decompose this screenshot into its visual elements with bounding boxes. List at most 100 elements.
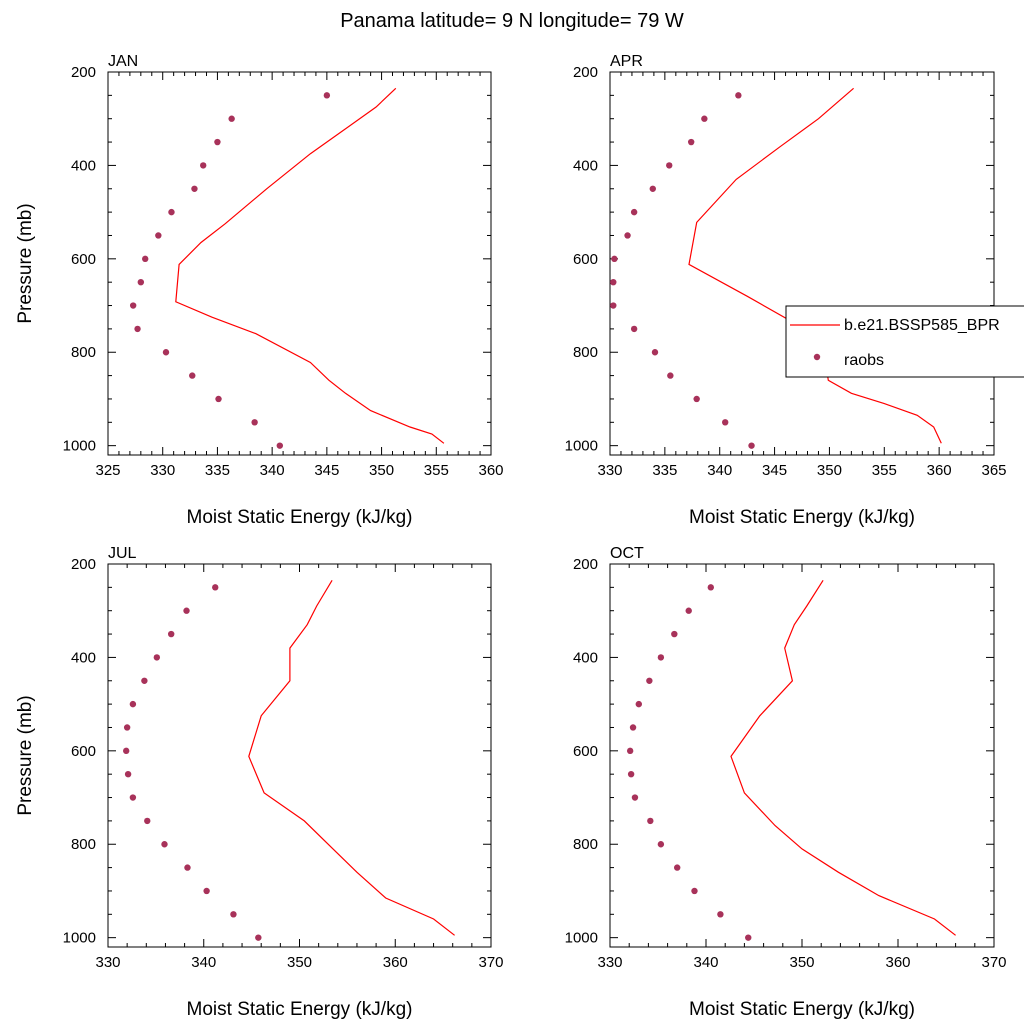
raobs-point xyxy=(657,841,665,848)
raobs-point xyxy=(631,794,639,801)
data-layer xyxy=(122,579,455,941)
raobs-point xyxy=(722,419,729,426)
y-tick-label: 800 xyxy=(71,344,96,361)
raobs-point xyxy=(183,607,190,614)
raobs-point xyxy=(215,395,222,403)
raobs-point xyxy=(649,185,656,192)
raobs-point xyxy=(203,887,210,895)
model-series-line xyxy=(248,579,455,936)
raobs-point xyxy=(635,700,642,708)
raobs-point xyxy=(646,677,653,684)
y-tick-label: 800 xyxy=(71,836,96,853)
y-tick-label: 600 xyxy=(573,743,598,760)
x-tick-label: 345 xyxy=(762,462,787,479)
raobs-point xyxy=(184,864,191,871)
raobs-point xyxy=(610,302,617,309)
raobs-point xyxy=(251,419,258,426)
y-tick-label: 200 xyxy=(573,556,598,573)
x-tick-label: 345 xyxy=(314,462,339,479)
x-tick-label: 355 xyxy=(424,462,449,479)
panel-apr: 330 335 340 345 350 355 360 365 200 400 600 800 1000… xyxy=(565,53,1007,528)
raobs-point xyxy=(745,934,752,941)
y-tick-label: 1000 xyxy=(565,438,598,455)
raobs-point xyxy=(323,92,331,99)
raobs-point xyxy=(687,138,695,146)
x-tick-label: 330 xyxy=(150,462,175,479)
y-tick-label: 600 xyxy=(71,251,96,268)
x-tick-label: 360 xyxy=(927,462,952,479)
raobs-point xyxy=(691,887,698,895)
raobs-point xyxy=(230,911,237,918)
model-series-line xyxy=(688,87,942,444)
raobs-point xyxy=(735,92,742,99)
x-tick-label: 370 xyxy=(981,954,1006,971)
legend-dot-symbol xyxy=(813,353,821,361)
raobs-point xyxy=(748,442,755,449)
raobs-point xyxy=(611,255,618,263)
x-axis-label: Moist Static Energy (kJ/kg) xyxy=(187,999,413,1020)
y-tick-label: 800 xyxy=(573,344,598,361)
raobs-point xyxy=(162,349,170,356)
figure-title: Panama latitude= 9 N longitude= 79 W xyxy=(340,10,684,32)
raobs-point xyxy=(701,115,708,122)
raobs-point xyxy=(624,232,631,239)
raobs-point xyxy=(717,911,724,918)
x-axis-label: Moist Static Energy (kJ/kg) xyxy=(187,507,413,528)
raobs-point xyxy=(214,138,221,146)
raobs-point xyxy=(142,255,149,263)
x-tick-label: 360 xyxy=(383,954,408,971)
raobs-point xyxy=(124,770,132,778)
raobs-point xyxy=(255,934,262,941)
legend-box xyxy=(785,305,1024,378)
raobs-point xyxy=(212,584,219,591)
x-tick-label: 350 xyxy=(817,462,842,479)
raobs-point xyxy=(671,630,678,638)
raobs-point xyxy=(647,817,654,825)
y-tick-label: 800 xyxy=(573,836,598,853)
y-axis-label: Pressure (mb) xyxy=(15,695,36,815)
raobs-point xyxy=(161,841,168,848)
raobs-point xyxy=(651,349,659,356)
y-tick-label: 400 xyxy=(71,649,96,666)
x-tick-label: 325 xyxy=(95,462,120,479)
x-tick-label: 360 xyxy=(478,462,503,479)
plot-frame xyxy=(107,563,492,948)
y-tick-label: 200 xyxy=(71,556,96,573)
panel-oct: 330 340 350 360 370 200 400 600 800 1000 OCT Moist … xyxy=(565,545,1007,1020)
plot-frame xyxy=(609,563,995,948)
legend-label-model: b.e21.BSSP585_BPR xyxy=(844,317,1000,334)
panel-jan: 325 330 335 340 345 350 355 360 200 400 600 800 1000… xyxy=(15,53,504,528)
raobs-point xyxy=(155,232,162,239)
raobs-point xyxy=(129,794,137,801)
x-tick-label: 350 xyxy=(287,954,312,971)
y-tick-label: 200 xyxy=(573,64,598,81)
raobs-point xyxy=(630,208,638,216)
raobs-point xyxy=(167,630,175,638)
x-tick-label: 350 xyxy=(789,954,814,971)
model-series-line xyxy=(730,579,956,936)
y-tick-label: 200 xyxy=(71,64,96,81)
y-tick-label: 1000 xyxy=(63,930,96,947)
x-tick-label: 355 xyxy=(872,462,897,479)
x-tick-label: 365 xyxy=(981,462,1006,479)
raobs-point xyxy=(627,770,635,778)
model-series-line xyxy=(175,87,445,444)
raobs-point xyxy=(666,162,673,169)
x-tick-label: 335 xyxy=(652,462,677,479)
x-tick-label: 335 xyxy=(205,462,230,479)
x-tick-label: 350 xyxy=(369,462,394,479)
panel-jul: 330 340 350 360 370 200 400 600 800 1000 JUL Moist … xyxy=(15,545,504,1020)
raobs-point xyxy=(200,162,207,169)
y-tick-label: 400 xyxy=(573,157,598,174)
x-tick-label: 340 xyxy=(260,462,285,479)
raobs-point xyxy=(707,584,714,591)
x-tick-label: 330 xyxy=(597,954,622,971)
y-tick-label: 1000 xyxy=(63,438,96,455)
raobs-point xyxy=(134,325,141,333)
panel-title: JUL xyxy=(108,545,137,562)
data-layer xyxy=(610,87,942,449)
raobs-point xyxy=(610,278,617,286)
panel-title: APR xyxy=(610,53,643,70)
